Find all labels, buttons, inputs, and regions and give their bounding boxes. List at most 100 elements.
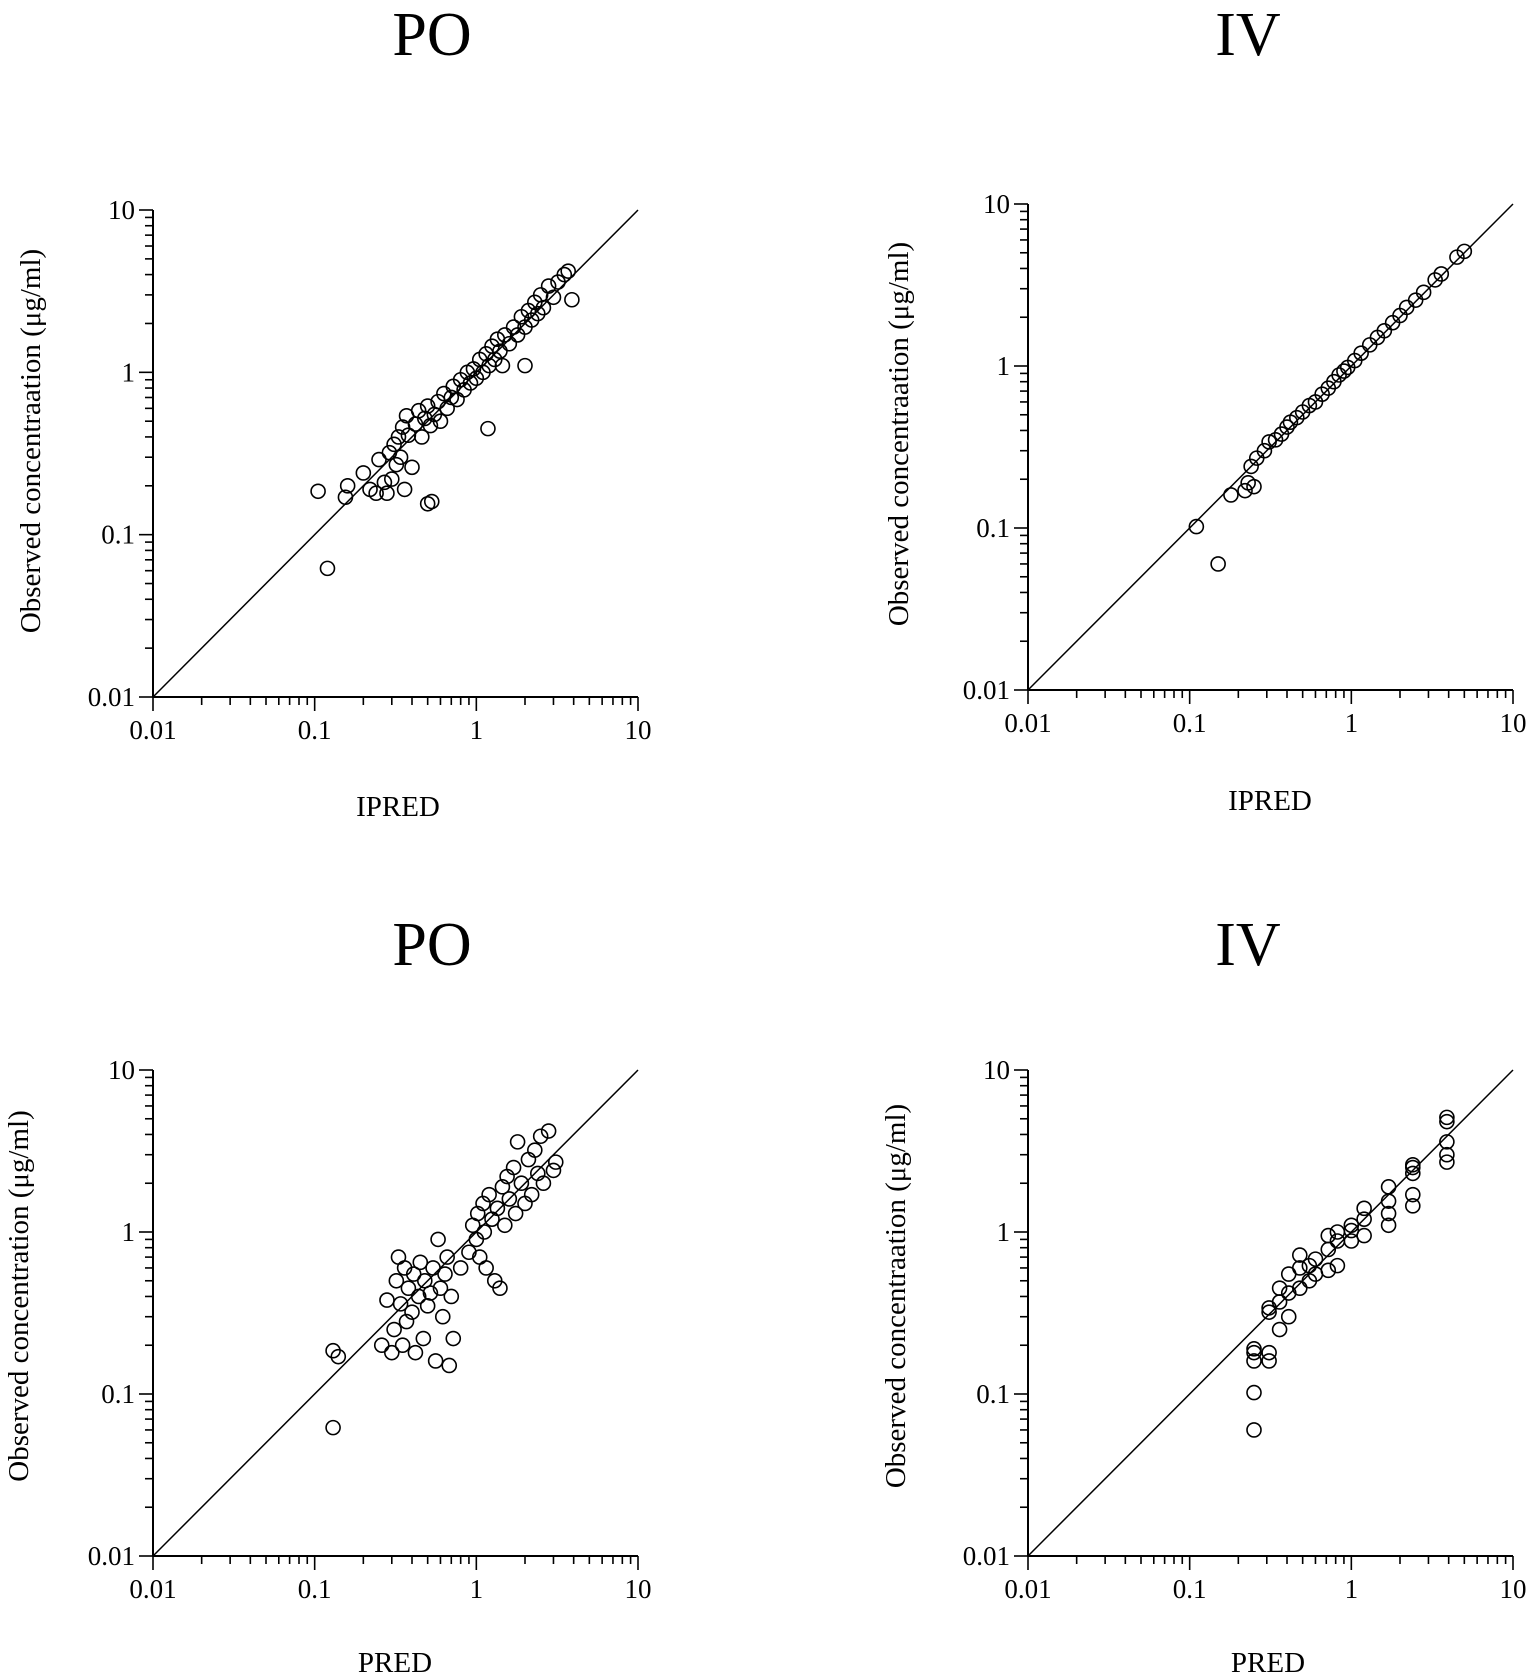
- y-tick-label: 1: [997, 351, 1011, 381]
- data-point: [439, 400, 455, 417]
- x-tick-label: 1: [470, 1574, 484, 1604]
- data-point: [1407, 292, 1424, 308]
- panel-title: IV: [1215, 1, 1281, 69]
- data-point: [494, 357, 511, 374]
- y-tick-label: 0.1: [101, 1379, 135, 1409]
- data-point: [1246, 1384, 1262, 1401]
- data-point: [390, 429, 407, 445]
- panel-title: IV: [1215, 911, 1281, 979]
- data-point: [373, 1337, 390, 1354]
- panel-title: PO: [392, 1, 471, 69]
- x-axis-label: PRED: [358, 1647, 432, 1678]
- data-point: [501, 1191, 518, 1207]
- data-point: [325, 1419, 341, 1436]
- data-point: [1246, 1341, 1262, 1357]
- data-point: [564, 291, 580, 308]
- data-point: [476, 1224, 493, 1240]
- data-point: [1427, 272, 1443, 288]
- data-point: [452, 1260, 469, 1276]
- x-tick-label: 1: [1345, 1574, 1359, 1604]
- data-point: [1188, 518, 1205, 535]
- data-point: [556, 266, 573, 283]
- data-point: [1405, 1198, 1421, 1214]
- panel-po-pred: PO PRED Observed concentration (μg/ml) 0…: [3, 911, 652, 1678]
- data-point: [439, 1249, 455, 1265]
- data-point: [1279, 419, 1295, 435]
- data-point: [513, 1175, 530, 1192]
- data-point: [1456, 243, 1473, 260]
- panel-iv-ipred: IV IPRED Observed concentraation (μg/ml)…: [883, 1, 1527, 817]
- panel-title: PO: [392, 911, 471, 979]
- data-point: [400, 1280, 417, 1296]
- data-point: [386, 436, 402, 453]
- data-point: [1267, 432, 1284, 448]
- data-point: [432, 413, 449, 430]
- panel-iv-pred: IV PRED Observed concentraation (μg/ml) …: [880, 911, 1527, 1678]
- data-point: [414, 429, 430, 445]
- data-point: [527, 1142, 543, 1158]
- data-point: [432, 1280, 449, 1296]
- data-point: [492, 1280, 508, 1296]
- data-point: [505, 1159, 522, 1176]
- data-point: [1439, 1109, 1455, 1126]
- x-axis-label: IPRED: [1228, 785, 1312, 817]
- data-point: [1405, 1165, 1421, 1182]
- data-point: [319, 560, 336, 577]
- data-point: [1261, 1353, 1277, 1369]
- data-point: [419, 1298, 436, 1314]
- data-point: [396, 481, 413, 498]
- data-point: [1246, 1422, 1262, 1438]
- data-point: [1289, 409, 1305, 426]
- data-point: [388, 456, 405, 473]
- data-point: [407, 1344, 424, 1361]
- data-point: [1329, 1224, 1346, 1240]
- data-point: [384, 1344, 400, 1361]
- data-point: [489, 1200, 506, 1217]
- data-point: [1210, 556, 1226, 572]
- data-point: [392, 1296, 409, 1312]
- data-point: [1433, 266, 1450, 282]
- data-point: [478, 1260, 494, 1276]
- y-axis-label: Observed concentraation (μg/ml): [15, 249, 47, 633]
- data-point: [1314, 386, 1330, 402]
- y-tick-label: 0.01: [963, 675, 1010, 705]
- data-point: [497, 327, 513, 343]
- data-point: [404, 459, 420, 476]
- data-point: [1380, 1179, 1397, 1195]
- data-point: [423, 493, 440, 510]
- data-point: [461, 1244, 477, 1261]
- data-point: [1320, 1262, 1337, 1279]
- data-point: [1243, 458, 1259, 475]
- data-point: [1439, 1146, 1455, 1163]
- data-point: [532, 1128, 549, 1145]
- data-point: [381, 444, 398, 461]
- data-point: [404, 1304, 420, 1320]
- data-point: [1307, 1251, 1324, 1267]
- data-point: [497, 1217, 513, 1234]
- data-point: [545, 1162, 562, 1179]
- data-point: [443, 1288, 460, 1305]
- data-point: [530, 305, 546, 322]
- data-point: [1356, 1211, 1372, 1227]
- data-point: [468, 1231, 485, 1248]
- y-tick-label: 0.01: [88, 1541, 135, 1571]
- data-point: [441, 1357, 458, 1374]
- x-tick-label: 0.01: [129, 1574, 176, 1604]
- data-point: [1356, 1200, 1372, 1217]
- data-point: [1320, 1227, 1337, 1244]
- data-point: [1237, 482, 1253, 499]
- data-point: [1261, 1304, 1277, 1320]
- y-tick-label: 0.1: [101, 520, 135, 550]
- data-point: [520, 1151, 537, 1168]
- data-point: [1271, 1280, 1288, 1296]
- x-tick-label: 0.1: [298, 1574, 332, 1604]
- data-point: [1405, 1156, 1421, 1173]
- data-point: [1292, 1280, 1308, 1296]
- data-point: [339, 477, 356, 494]
- data-point: [1336, 363, 1352, 379]
- data-point: [501, 335, 518, 352]
- x-axis-label: IPRED: [356, 791, 440, 823]
- data-point: [1405, 1186, 1421, 1203]
- data-point: [1439, 1113, 1455, 1130]
